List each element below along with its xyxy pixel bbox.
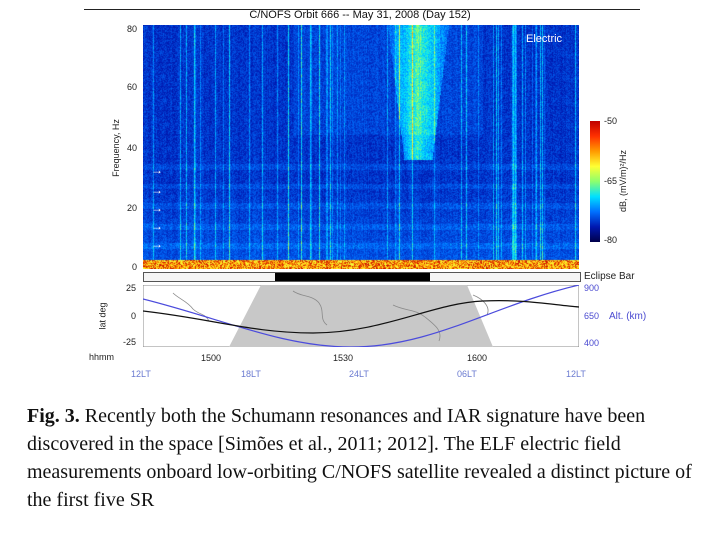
altitude-curve — [143, 285, 579, 347]
figure-caption: Fig. 3. Recently both the Schumann reson… — [27, 402, 697, 514]
y-tick-40: 40 — [126, 143, 137, 153]
y-tick-80: 80 — [126, 24, 137, 34]
local-time-tick: 18LT — [241, 369, 261, 379]
eclipse-bar — [143, 272, 581, 282]
y-tick-20: 20 — [126, 203, 137, 213]
eclipse-shadow-segment — [275, 273, 430, 281]
figure-top-rule — [84, 9, 640, 10]
local-time-tick: 12LT — [131, 369, 151, 379]
sr-arrow-icon: → — [151, 237, 163, 251]
lat-tick-minus25: -25 — [122, 337, 136, 347]
orbit-track-panel — [143, 285, 579, 347]
colorbar-tick: -80 — [604, 235, 618, 245]
y-axis-label: Frequency, Hz — [111, 119, 121, 177]
caption-text: Recently both the Schumann resonances an… — [27, 405, 692, 511]
colorbar-tick: -50 — [604, 116, 618, 126]
alt-tick-900: 900 — [584, 283, 600, 293]
time-axis-label: hhmm — [89, 352, 115, 362]
figure: C/NOFS Orbit 666 -- May 31, 2008 (Day 15… — [84, 9, 647, 379]
spectrogram — [143, 25, 579, 269]
sr-arrow-icon: → — [151, 201, 163, 215]
y-tick-60: 60 — [126, 82, 137, 92]
caption-label: Fig. 3. — [27, 405, 80, 427]
coastlines — [172, 290, 489, 342]
local-time-tick: 06LT — [457, 369, 477, 379]
time-tick-1500: 1500 — [201, 353, 222, 363]
sr-arrow-icon: → — [151, 219, 163, 233]
local-time-tick: 24LT — [349, 369, 369, 379]
spectrogram-image — [143, 25, 579, 269]
time-tick-1600: 1600 — [467, 353, 488, 363]
alt-tick-400: 400 — [584, 338, 600, 348]
colorbar — [590, 121, 600, 242]
y-tick-0: 0 — [131, 262, 137, 272]
local-time-tick: 12LT — [566, 369, 586, 379]
alt-axis-label: Alt. (km) — [609, 311, 647, 322]
latitude-curve — [143, 300, 579, 334]
eclipse-label: Eclipse Bar — [584, 271, 635, 282]
sr-arrow-icon: → — [151, 163, 163, 177]
alt-tick-650: 650 — [584, 311, 600, 321]
panel-label: Electric — [526, 33, 563, 45]
sr-arrow-icon: → — [151, 183, 163, 197]
time-tick-1530: 1530 — [333, 353, 354, 363]
colorbar-label: dB, (mV/m)²/Hz — [618, 150, 628, 212]
lat-tick-0: 0 — [130, 311, 136, 321]
lat-tick-25: 25 — [125, 283, 136, 293]
lat-axis-label: lat deg — [97, 302, 108, 330]
colorbar-tick: -65 — [604, 176, 618, 186]
night-side-shading — [229, 285, 493, 347]
figure-title: C/NOFS Orbit 666 -- May 31, 2008 (Day 15… — [249, 9, 471, 21]
